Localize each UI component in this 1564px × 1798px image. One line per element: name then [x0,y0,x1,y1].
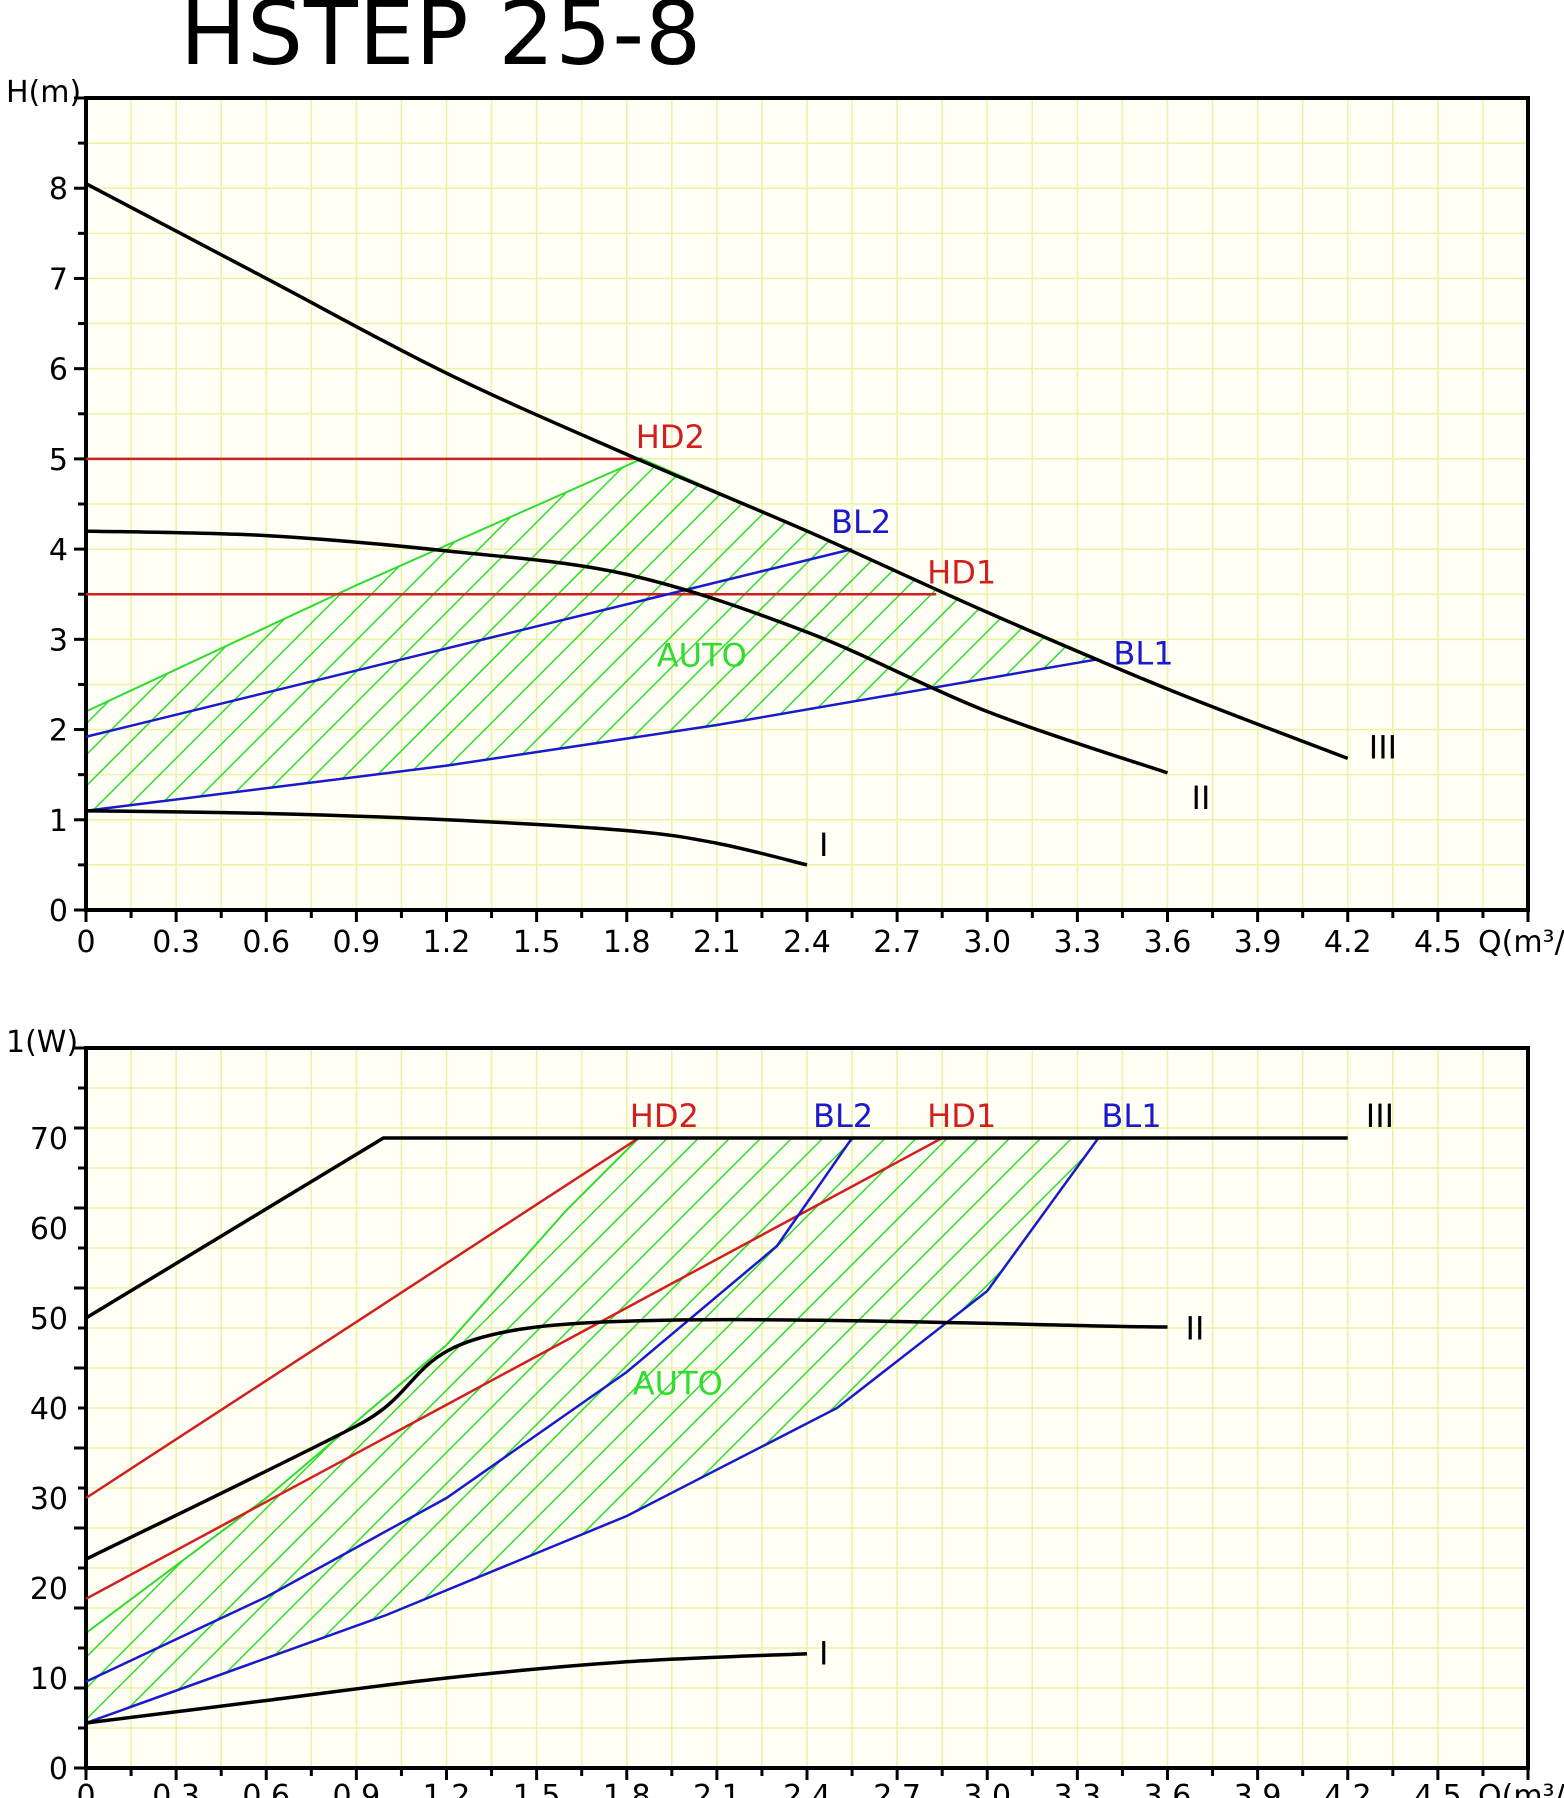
x-tick-label: 4.2 [1324,925,1372,960]
curve-label-bl2: BL2 [831,503,891,541]
curve-label-hd2: HD2 [630,1097,699,1135]
speed-curve-iii [85,182,1349,761]
y-tick-label: 0 [49,1752,68,1787]
control-curve-bl1 [85,1137,1100,1725]
speed-curve-ii [85,1317,1168,1561]
page-title: HSTEP 25-8 [180,0,703,85]
y-tick-label: 70 [30,1122,68,1157]
speed-curve-iii [85,1136,1348,1320]
power-chart: 0 0.3 0.6 0.9 1.2 1.5 1.8 2.1 2.4 2.7 3.0 3.3 3.6 3.9… [6,1025,1564,1798]
x-tick-label: 3.6 [1144,1779,1192,1798]
x-tick-label: 3.9 [1234,1779,1282,1798]
x-tick-label: 2.4 [783,1779,831,1798]
curve-label-hd1: HD1 [927,1097,996,1135]
x-tick-label: 2.1 [693,1779,741,1798]
y-tick-label: 40 [30,1392,68,1427]
x-tick-label: 3.3 [1054,1779,1102,1798]
x-tick-label: 4.5 [1414,1779,1462,1798]
curve-label-iii: III [1366,1097,1394,1135]
x-tick-label: 1.8 [603,925,651,960]
x-tick-label: 0.9 [333,925,381,960]
x-tick-label: 1.5 [513,1779,561,1798]
x-axis-label: Q(m³/h) [1478,1779,1564,1798]
x-tick-label: 2.7 [873,1779,921,1798]
curve-label-bl2: BL2 [813,1097,873,1135]
y-tick-label: 5 [49,443,68,478]
curve-label-bl1: BL1 [1113,635,1173,673]
x-tick-label: 0.3 [152,1779,200,1798]
curve-label-auto: AUTO [633,1365,723,1403]
y-tick-label: 30 [30,1482,68,1517]
control-curve-bl2 [85,1137,854,1683]
x-tick-label: 1.5 [513,925,561,960]
x-tick-label: 3.9 [1234,925,1282,960]
curve-label-auto: AUTO [657,636,747,674]
x-tick-label: 0 [76,925,95,960]
y-ticks [74,96,86,912]
x-tick-label: 0.6 [242,925,290,960]
curve-label-i: I [819,1635,828,1673]
speed-curve-ii [85,529,1169,775]
curve-label-bl1: BL1 [1101,1097,1161,1135]
x-tick-label: 4.2 [1324,1779,1372,1798]
y-tick-label: 60 [30,1212,68,1247]
x-ticks [84,910,1530,922]
y-tick-label: 1 [49,804,68,839]
y-tick-label: 50 [30,1302,68,1337]
x-tick-label: 2.1 [693,925,741,960]
y-tick-label: 8 [49,172,68,207]
y-tick-label: 10 [30,1662,68,1697]
x-tick-label: 1.2 [423,925,471,960]
y-tick-label: 4 [49,533,68,568]
curve-label-ii: II [1192,779,1211,817]
x-tick-label: 2.4 [783,925,831,960]
y-tick-label: 3 [49,623,68,658]
control-curve-bl1 [85,657,1099,812]
y-tick-label: 20 [30,1572,68,1607]
x-tick-label: 3.3 [1054,925,1102,960]
curve-label-hd2: HD2 [636,418,705,456]
y-tick-label: 2 [49,714,68,749]
curve-label-i: I [819,826,828,864]
y-tick-label: 7 [49,262,68,297]
y-tick-label: 0 [49,894,68,929]
curve-label-hd1: HD1 [927,553,996,591]
x-ticks [84,1768,1530,1780]
curve-label-iii: III [1369,728,1397,766]
x-tick-label: 2.7 [873,925,921,960]
control-curve-hd2 [85,1136,640,1500]
y-axis-label: H(m) [6,75,81,110]
x-tick-label: 1.2 [423,1779,471,1798]
x-tick-label: 3.0 [963,925,1011,960]
x-tick-label: 0 [76,1779,95,1798]
control-curve-bl2 [85,547,853,738]
speed-curve-i [85,809,808,867]
x-tick-label: 1.8 [603,1779,651,1798]
x-tick-label: 0.9 [333,1779,381,1798]
head-chart: 0 0.3 0.6 0.9 1.2 1.5 1.8 2.1 2.4 2.7 3.0 3.3 3.6 3.9… [6,75,1564,960]
y-axis-label: 1(W) [6,1025,78,1060]
x-axis-label: Q(m³/h) [1478,925,1564,960]
y-tick-label: 6 [49,353,68,388]
curve-label-ii: II [1186,1310,1205,1348]
x-tick-label: 3.0 [963,1779,1011,1798]
y-ticks [74,1046,86,1770]
speed-curve-i [85,1651,808,1725]
x-tick-label: 3.6 [1144,925,1192,960]
x-tick-label: 4.5 [1414,925,1462,960]
x-tick-label: 0.6 [242,1779,290,1798]
x-tick-label: 0.3 [152,925,200,960]
